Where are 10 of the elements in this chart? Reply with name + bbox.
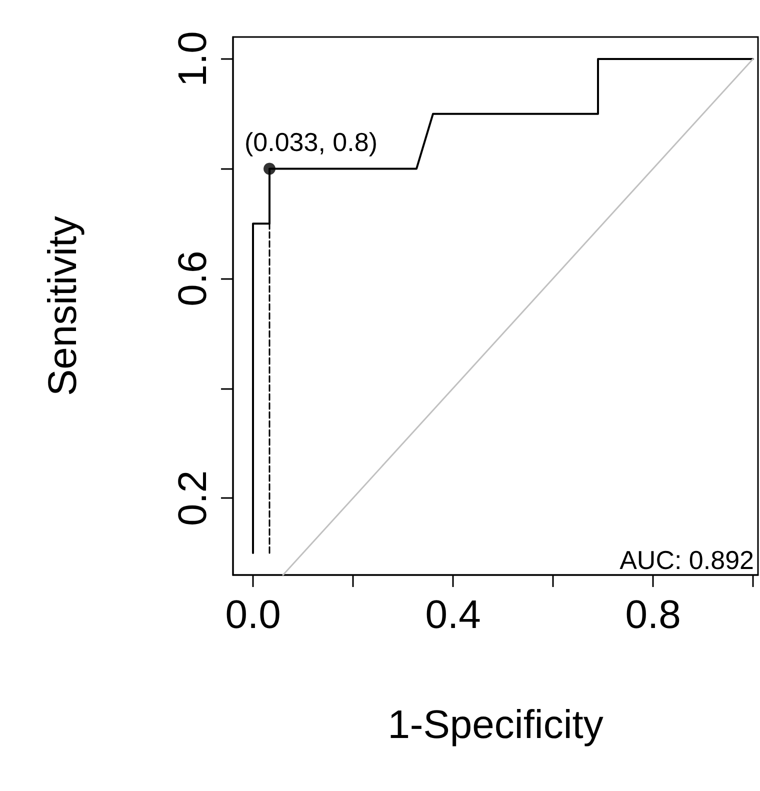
y-tick-label: 0.6: [171, 250, 215, 306]
x-axis-title: 1-Specificity: [388, 703, 604, 747]
y-tick-label: 1.0: [171, 31, 215, 87]
y-axis-title: Sensitivity: [41, 216, 85, 396]
x-tick-label: 0.4: [425, 593, 481, 637]
annotation: (0.033, 0.8): [244, 126, 378, 157]
x-tick-label: 0.0: [225, 593, 281, 637]
x-tick-label: 0.8: [625, 593, 681, 637]
y-tick-label: 0.2: [171, 470, 215, 526]
annotation: AUC: 0.892: [620, 545, 754, 575]
